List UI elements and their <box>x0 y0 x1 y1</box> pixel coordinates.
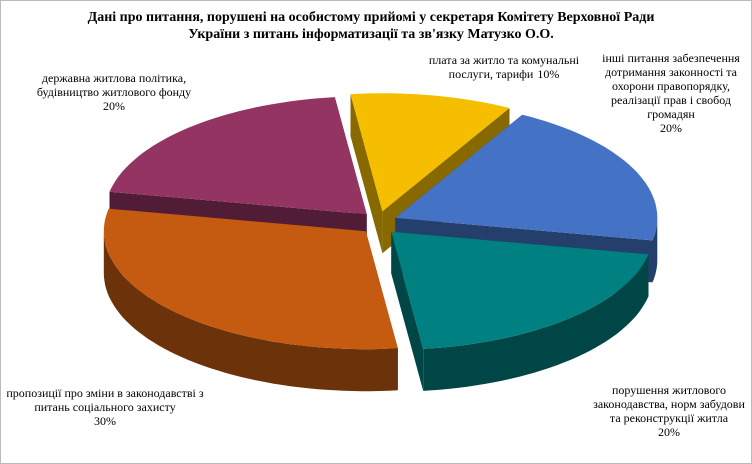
slice-label: порушення житлового законодавства, норм … <box>589 383 749 439</box>
slice-side <box>350 94 383 254</box>
slice-top <box>391 231 649 349</box>
slice-label: інші питання забезпечення дотримання зак… <box>593 51 749 135</box>
category-name: державна житлова політика, будівництво ж… <box>36 71 192 99</box>
slice-top <box>109 97 367 215</box>
category-name: порушення житлового законодавства, норм … <box>593 383 745 425</box>
category-name: плата за житло та комунальні послуги, та… <box>428 53 580 81</box>
slice <box>103 208 398 392</box>
value-label: 20% <box>660 121 682 135</box>
slice-wall <box>103 231 398 392</box>
slice-top <box>103 208 398 350</box>
category-name: пропозиції про зміни в законодавстві з п… <box>6 386 204 414</box>
slice-label: пропозиції про зміни в законодавстві з п… <box>5 386 205 428</box>
slice-label: плата за житло та комунальні послуги, та… <box>419 53 589 81</box>
value-label: 30% <box>94 414 116 428</box>
value-label: 10% <box>537 67 560 81</box>
slice-wall <box>652 217 658 283</box>
slice <box>391 231 649 391</box>
slice-wall <box>423 254 649 391</box>
slice-side <box>391 231 424 391</box>
slice-top <box>395 114 658 241</box>
slice-label: державна житлова політика, будівництво ж… <box>29 71 199 113</box>
value-label: 20% <box>658 425 680 439</box>
chart-title: Дані про питання, порушені на особистому… <box>87 10 655 42</box>
slice-top <box>350 93 510 212</box>
category-name: інші питання забезпечення дотримання зак… <box>602 51 740 121</box>
value-label: 20% <box>103 99 125 113</box>
